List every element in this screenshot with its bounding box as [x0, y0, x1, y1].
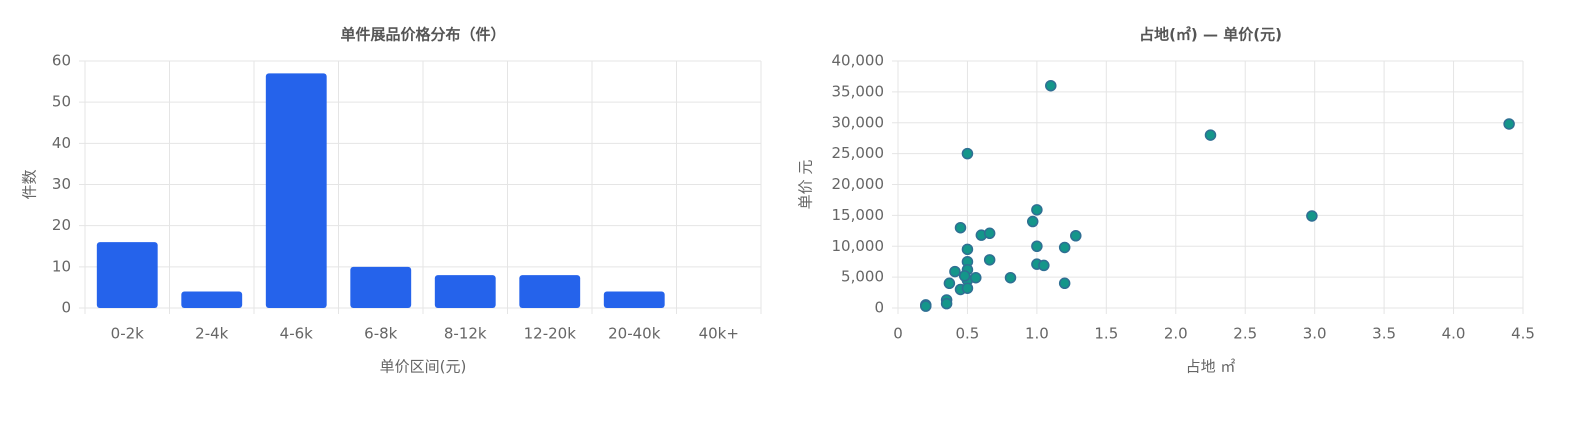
scatter-point — [1031, 240, 1043, 252]
x-axis-label: 单价区间(元) — [380, 358, 467, 376]
scatter-point — [1306, 210, 1318, 222]
x-axis-label: 占地 ㎡ — [1186, 358, 1236, 376]
y-tick-label: 10 — [52, 257, 71, 275]
scatter-point — [1045, 79, 1057, 92]
scatter-point — [1070, 230, 1082, 242]
y-tick-label: 50 — [52, 93, 71, 111]
x-tick-label: 4.5 — [1511, 325, 1535, 343]
scatter-point — [943, 277, 956, 290]
scatter-point — [970, 271, 982, 284]
y-tick-label: 40 — [52, 134, 71, 152]
scatter-point — [1503, 118, 1515, 130]
x-tick-label: 6-8k — [364, 325, 397, 343]
y-tick-label: 35,000 — [832, 82, 885, 100]
bar — [265, 73, 327, 308]
chart-title: 单件展品价格分布（件） — [340, 26, 505, 44]
y-axis-label: 件数 — [21, 169, 39, 199]
bar — [181, 291, 243, 308]
x-tick-label: 2.5 — [1233, 325, 1257, 343]
x-tick-label: 12-20k — [524, 325, 577, 343]
scatter-point — [954, 221, 967, 234]
scatter-point — [1204, 129, 1217, 141]
x-tick-label: 4-6k — [280, 325, 313, 343]
bar — [434, 275, 496, 308]
y-tick-label: 0 — [61, 299, 71, 317]
bar — [350, 266, 412, 308]
y-axis-label: 单价 元 — [797, 160, 815, 210]
x-tick-label: 0-2k — [111, 325, 144, 343]
x-tick-label: 20-40k — [608, 325, 661, 343]
y-tick-label: 20,000 — [832, 175, 885, 193]
y-tick-label: 5,000 — [841, 268, 884, 286]
scatter-point — [1031, 204, 1043, 216]
y-tick-label: 10,000 — [832, 237, 885, 255]
y-tick-label: 0 — [874, 299, 884, 317]
scatter-point — [920, 300, 932, 312]
scatter-point — [961, 147, 974, 160]
bar — [603, 291, 665, 308]
y-tick-label: 60 — [52, 52, 71, 70]
scatter-point — [1038, 259, 1050, 272]
chart-title: 占地(㎡) — 单价(元) — [1139, 26, 1282, 44]
scatter-point — [961, 282, 974, 294]
x-tick-label: 1.5 — [1094, 325, 1118, 343]
y-tick-label: 40,000 — [832, 52, 885, 70]
y-tick-label: 30,000 — [832, 113, 885, 131]
x-tick-label: 4.0 — [1442, 325, 1466, 343]
x-tick-label: 8-12k — [444, 325, 487, 343]
y-tick-label: 25,000 — [832, 144, 885, 162]
scatter-point — [1026, 215, 1039, 228]
y-tick-label: 20 — [52, 216, 71, 234]
y-tick-label: 15,000 — [832, 206, 885, 224]
scatter-point — [961, 243, 974, 256]
bar — [519, 275, 581, 308]
scatter-point — [949, 265, 961, 278]
scatter-point — [1058, 241, 1071, 254]
scatter-point — [940, 297, 953, 310]
x-tick-label: 40k+ — [699, 325, 739, 343]
scatter-point — [958, 270, 971, 282]
x-tick-label: 2-4k — [195, 325, 228, 343]
scatter-point — [983, 227, 996, 240]
scatter-point — [1004, 271, 1017, 284]
x-tick-label: 0 — [893, 325, 903, 343]
x-tick-label: 3.0 — [1303, 325, 1327, 343]
y-tick-label: 30 — [52, 175, 71, 193]
x-tick-label: 2.0 — [1164, 325, 1188, 343]
x-tick-label: 0.5 — [956, 325, 980, 343]
scatter-point — [1058, 277, 1071, 290]
scatter-point — [983, 254, 996, 266]
bar — [96, 242, 158, 308]
x-tick-label: 3.5 — [1372, 325, 1396, 343]
x-tick-label: 1.0 — [1025, 325, 1049, 343]
